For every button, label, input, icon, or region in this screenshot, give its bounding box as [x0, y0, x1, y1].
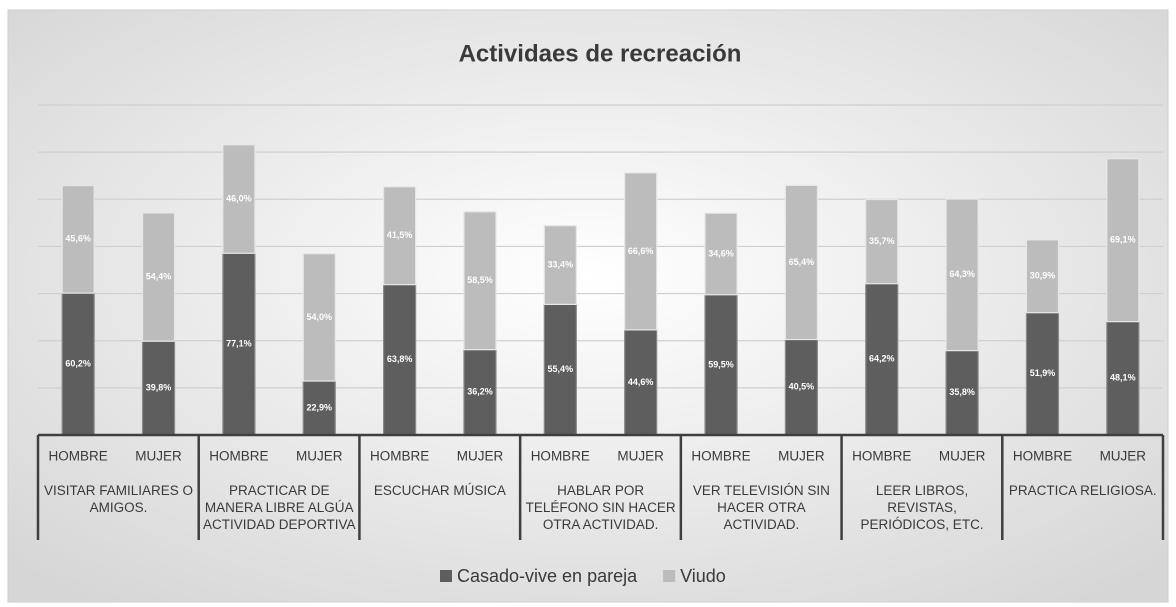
data-label: 40,5% — [789, 382, 815, 392]
data-label: 65,4% — [789, 257, 815, 267]
bar-segment — [222, 144, 256, 254]
data-label: 66,6% — [628, 246, 654, 256]
group-label: PRACTICA RELIGIOSA. — [1008, 483, 1157, 498]
data-label: 63,8% — [387, 354, 413, 364]
bar-segment — [543, 303, 577, 436]
group-label: HABLAR POR TELÉFONO SIN HACER OTRA ACTIV… — [525, 483, 676, 532]
data-label: 46,0% — [226, 193, 252, 203]
data-label: 36,2% — [467, 387, 493, 397]
x-tick-label: MUJER — [617, 449, 664, 464]
x-tick-label: HOMBRE — [209, 449, 268, 464]
group-label: VISITAR FAMILIARES O AMIGOS. — [43, 483, 194, 515]
data-label: 39,8% — [146, 382, 172, 392]
bar-segment — [463, 211, 497, 351]
x-tick-label: MUJER — [135, 449, 182, 464]
x-tick-label: MUJER — [939, 449, 986, 464]
x-tick-label: MUJER — [778, 449, 825, 464]
x-tick-label: HOMBRE — [1013, 449, 1072, 464]
legend-swatch — [440, 570, 452, 582]
data-label: 58,5% — [467, 275, 493, 285]
x-tick-label: MUJER — [1100, 449, 1147, 464]
data-label: 54,4% — [146, 271, 172, 281]
data-label: 35,7% — [869, 236, 895, 246]
chart-title: Actividaes de recreación — [459, 40, 742, 67]
bar-segment — [61, 292, 95, 436]
group-label: PRACTICAR DE MANERA LIBRE ALGÚA ACTIVIDA… — [202, 483, 356, 532]
x-tick-label: HOMBRE — [370, 449, 429, 464]
data-label: 45,6% — [65, 234, 91, 244]
bar-segment — [222, 252, 256, 436]
legend-swatch — [663, 570, 676, 582]
bar-segment — [865, 198, 899, 285]
bar-segment — [704, 294, 738, 436]
data-label: 35,8% — [949, 387, 975, 397]
x-tick-label: HOMBRE — [531, 449, 590, 464]
data-label: 69,1% — [1110, 235, 1136, 245]
data-label: 44,6% — [628, 377, 654, 387]
bar-segment — [945, 198, 979, 352]
group-label: ESCUCHAR MÚSICA — [373, 483, 506, 498]
data-label: 55,4% — [548, 364, 574, 374]
bar-segment — [784, 184, 818, 341]
x-tick-label: MUJER — [457, 449, 504, 464]
bar-segment — [543, 225, 577, 306]
legend-label: Casado-vive en pareja — [457, 566, 638, 586]
bar-segment — [1106, 321, 1140, 436]
data-label: 30,9% — [1030, 271, 1056, 281]
bar-segment — [302, 253, 336, 382]
legend-label: Viudo — [680, 566, 726, 586]
x-tick-label: MUJER — [296, 449, 343, 464]
bar-segment — [383, 186, 417, 286]
data-label: 59,5% — [708, 359, 734, 369]
data-label: 77,1% — [226, 339, 252, 349]
data-label: 64,2% — [869, 354, 895, 364]
data-label: 54,0% — [306, 312, 332, 322]
bar-segment — [1025, 239, 1060, 314]
bar-segment — [624, 172, 658, 331]
bar-segment — [784, 338, 818, 436]
data-label: 51,9% — [1030, 368, 1056, 378]
group-label: VER TELEVISIÓN SIN HACER OTRA ACTIVIDAD. — [692, 483, 830, 532]
bar-segment — [1106, 158, 1140, 323]
data-label: 41,5% — [387, 230, 413, 240]
x-tick-label: HOMBRE — [49, 449, 108, 464]
x-tick-label: HOMBRE — [852, 449, 911, 464]
data-label: 48,1% — [1110, 373, 1136, 383]
data-label: 34,6% — [708, 248, 734, 258]
bar-segment — [61, 185, 95, 294]
x-tick-label: HOMBRE — [691, 449, 750, 464]
data-label: 33,4% — [548, 259, 574, 269]
data-label: 60,2% — [65, 358, 91, 368]
group-label: LEER LIBROS, REVISTAS, PERIÓDICOS, ETC. — [860, 483, 984, 532]
bar-segment — [141, 212, 176, 342]
data-label: 22,9% — [306, 402, 332, 412]
bar-segment — [704, 212, 738, 296]
data-label: 64,3% — [949, 269, 975, 279]
